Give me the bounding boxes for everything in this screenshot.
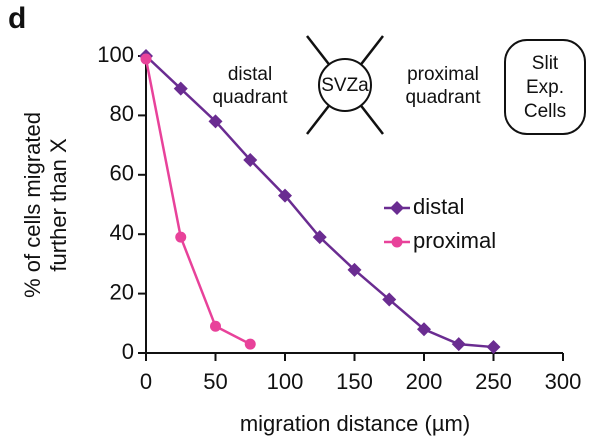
x-tick-label: 200	[406, 369, 443, 394]
y-tick-label: 60	[110, 161, 134, 186]
marker	[244, 338, 256, 350]
x-axis-label: migration distance (µm)	[240, 411, 470, 436]
y-axis-label: further than X	[46, 138, 71, 272]
y-tick-label: 40	[110, 220, 134, 245]
annotation: Slit	[532, 53, 559, 74]
x-tick-label: 100	[267, 369, 304, 394]
diagram-box	[504, 39, 586, 135]
annotation: Cells	[524, 101, 566, 122]
annotation: SVZa	[321, 75, 369, 96]
x-tick-label: 150	[336, 369, 373, 394]
annotation: proximal	[407, 64, 479, 85]
diagram: distal quadrant SVZa proximal quadrant S…	[212, 35, 586, 135]
annotation: quadrant	[212, 87, 288, 108]
annotation: quadrant	[405, 87, 481, 108]
y-tick-label: 80	[110, 101, 134, 126]
marker	[243, 152, 258, 167]
legend-label: proximal	[413, 228, 496, 253]
legend-label: distal	[413, 194, 464, 219]
marker	[210, 320, 221, 332]
series-line	[144, 58, 251, 346]
diagram-circle	[318, 58, 372, 112]
y-axis-label: % of cells migrated	[20, 112, 45, 298]
marker	[140, 53, 152, 65]
marker	[451, 337, 466, 352]
marker	[347, 262, 362, 277]
x-tick-label: 300	[545, 369, 582, 394]
panel-label: d	[8, 2, 26, 35]
marker	[312, 230, 327, 245]
x-tick-label: 250	[475, 369, 512, 394]
marker	[486, 340, 501, 355]
annotation: Exp.	[526, 77, 564, 98]
annotation: distal	[228, 64, 272, 85]
marker	[175, 231, 187, 243]
marker	[208, 114, 223, 129]
marker	[417, 322, 431, 337]
legend-marker	[391, 236, 403, 248]
x-tick-label: 50	[203, 369, 227, 394]
marker	[278, 188, 292, 203]
legend-marker	[390, 201, 404, 215]
marker	[173, 81, 188, 96]
x-tick-label: 0	[140, 369, 152, 394]
y-tick-label: 100	[97, 42, 134, 67]
y-tick-label: 20	[110, 279, 134, 304]
y-tick-label: 0	[122, 339, 134, 364]
marker	[382, 292, 397, 307]
